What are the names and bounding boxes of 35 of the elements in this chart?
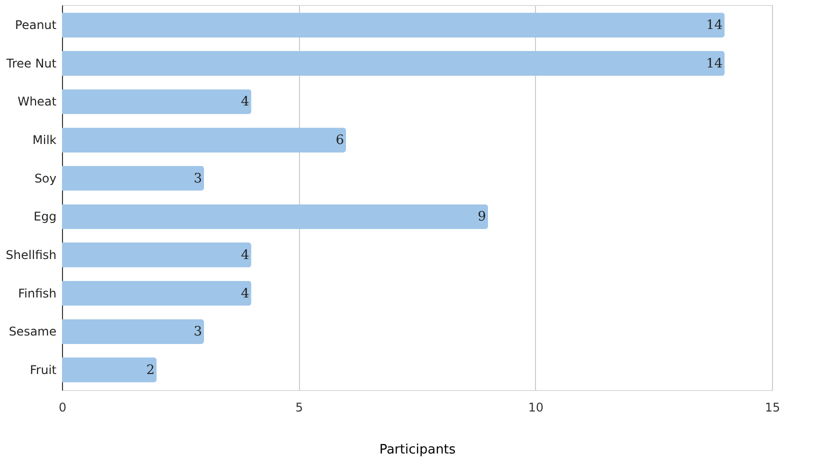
bar	[62, 357, 157, 382]
bar	[62, 12, 725, 38]
data-label: 4	[241, 286, 250, 302]
y-tick-label: Wheat	[18, 94, 57, 109]
x-tick-label: 15	[764, 400, 780, 414]
data-label: 2	[146, 362, 155, 378]
x-tick-label: 10	[528, 400, 544, 414]
y-tick-label: Finfish	[18, 286, 56, 300]
data-label: 14	[706, 18, 723, 34]
bar	[62, 319, 204, 344]
bar	[62, 166, 204, 191]
y-tick-label: Milk	[32, 133, 57, 148]
y-tick-label: Soy	[34, 171, 56, 186]
bar	[62, 89, 252, 114]
x-tick-label: 5	[295, 400, 303, 414]
data-label: 14	[706, 56, 723, 72]
data-label: 9	[478, 210, 486, 225]
bar	[62, 280, 252, 306]
y-tick-label: Peanut	[15, 18, 57, 32]
y-tick-label: Egg	[34, 210, 56, 224]
x-tick-label: 0	[58, 400, 66, 414]
bar	[62, 128, 346, 152]
data-label: 3	[194, 171, 202, 186]
data-label: 4	[241, 94, 250, 110]
bar	[62, 50, 725, 76]
data-label: 3	[194, 324, 202, 340]
x-axis-title: Participants	[379, 442, 456, 458]
y-tick-label: Fruit	[30, 362, 57, 377]
bar	[62, 242, 252, 268]
y-tick-label: Tree Nut	[5, 56, 57, 70]
data-label: 6	[336, 133, 344, 148]
y-tick-label: Sesame	[8, 324, 56, 339]
data-label: 4	[241, 248, 250, 263]
y-tick-label: Shellfish	[6, 248, 56, 262]
bar	[62, 204, 488, 230]
